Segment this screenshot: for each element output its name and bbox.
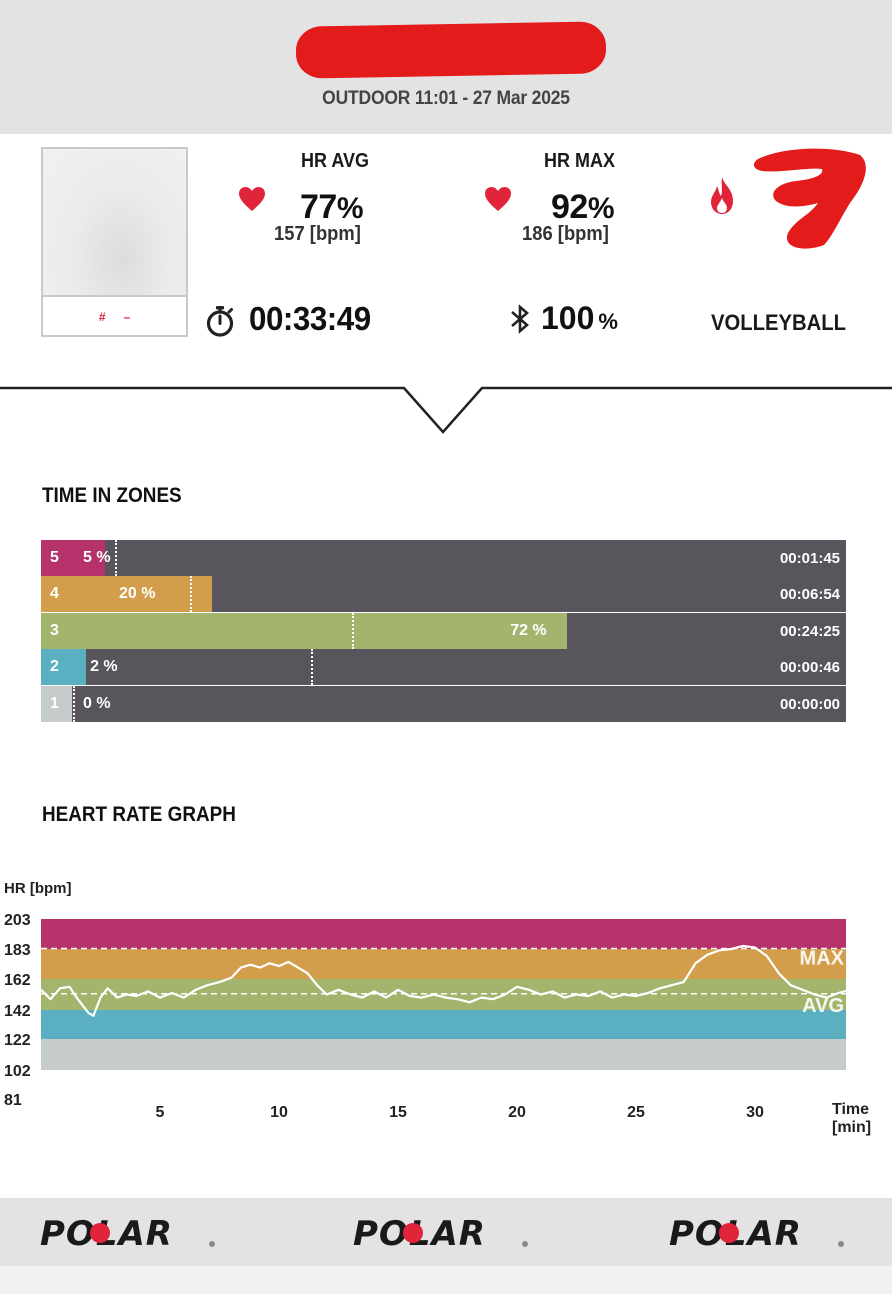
zone-target-marker	[73, 685, 76, 722]
zone-row-2: 2 2 % 00:00:46	[41, 649, 846, 686]
hr-y-tick-label: 142	[4, 1003, 31, 1020]
hr-avg-percent-value: 77	[300, 188, 337, 226]
zone-bar-fill	[41, 612, 567, 649]
hr-zone-band	[41, 1010, 846, 1039]
hr-avg-label: HR AVG	[301, 150, 370, 172]
sensor-battery-unit: %	[598, 309, 618, 334]
hr-max-percent: 92%	[551, 188, 615, 227]
zone-percent: 5 %	[83, 549, 111, 566]
redacted-user-name	[295, 21, 607, 79]
zone-time: 00:06:54	[779, 586, 840, 604]
duration-value: 00:33:49	[249, 300, 371, 337]
zone-row-4: 4 20 % 00:06:54	[41, 576, 846, 613]
hr-max-percent-unit: %	[587, 192, 615, 225]
zone-number: 1	[50, 694, 59, 712]
stopwatch-icon	[206, 306, 234, 337]
hr-max-percent-value: 92	[551, 188, 588, 226]
bluetooth-icon	[511, 304, 529, 334]
zone-bar-fill	[41, 685, 72, 722]
zone-bar-fill	[41, 540, 106, 576]
hr-x-unit-time: Time	[832, 1101, 869, 1118]
hr-avg-bpm: 157 [bpm]	[274, 223, 361, 245]
user-id-dash: –	[123, 310, 131, 324]
polar-logo: POLAR	[353, 1214, 528, 1254]
hr-graph-canvas: MAX AVG 81 102 122 142 162 183 203 5 10 15 20 25 30 Tim…	[4, 912, 871, 1136]
heart-icon	[239, 187, 265, 211]
hr-y-tick-label: 81	[4, 1092, 22, 1109]
sport-name: VOLLEYBALL	[711, 310, 846, 335]
hr-max-label: MAX	[800, 948, 845, 970]
section-divider	[0, 386, 892, 434]
heart-rate-graph: HR [bpm] MAX AVG 81 102 122 142 162 183 203 5 10 15…	[0, 870, 892, 1150]
polar-logo: POLAR	[669, 1214, 844, 1254]
zone-bar-fill	[41, 649, 87, 686]
hr-x-tick-label: 30	[746, 1104, 764, 1121]
zone-target-marker	[310, 649, 313, 686]
session-title: OUTDOOR 11:01 - 27 Mar 2025	[322, 88, 570, 109]
zone-row-3: 3 72 % 00:24:25	[41, 612, 846, 649]
hr-zone-band	[41, 949, 846, 979]
zone-number: 3	[50, 621, 59, 639]
footer-strip	[0, 1266, 892, 1294]
user-id-hash: #	[98, 310, 106, 324]
hr-axis-unit: HR [bpm]	[4, 880, 72, 897]
hr-y-tick-label: 102	[4, 1063, 31, 1080]
hr-x-tick-label: 25	[627, 1104, 645, 1121]
hr-x-unit-min: [min]	[832, 1119, 871, 1136]
hr-x-tick-label: 5	[156, 1104, 165, 1121]
zone-target-marker	[115, 540, 118, 576]
zone-number: 5	[50, 549, 59, 566]
zone-time: 00:24:25	[779, 622, 840, 640]
polar-logo: POLAR	[40, 1214, 215, 1254]
zone-target-marker	[189, 576, 192, 613]
zone-percent: 20 %	[119, 585, 156, 603]
zone-percent: 2 %	[90, 658, 118, 676]
hr-y-tick-label: 203	[4, 912, 31, 929]
hr-avg-label: AVG	[802, 995, 844, 1017]
hr-y-tick-label: 162	[4, 972, 31, 989]
zone-target-marker	[351, 612, 354, 649]
redacted-calories	[753, 148, 866, 249]
sensor-battery: 100%	[541, 300, 618, 337]
zone-percent: 0 %	[83, 694, 111, 712]
zone-number: 4	[50, 585, 59, 603]
zone-time: 00:01:45	[779, 550, 840, 567]
hr-series-line	[40, 944, 851, 1017]
heart-rate-graph-title: HEART RATE GRAPH	[42, 803, 236, 826]
flame-icon	[711, 177, 733, 214]
hr-x-tick-label: 15	[389, 1104, 407, 1121]
hr-max-label: HR MAX	[544, 150, 616, 172]
zone-time: 00:00:46	[779, 659, 840, 677]
zone-row-1: 1 0 % 00:00:00	[41, 685, 846, 722]
hr-zone-band	[41, 919, 846, 949]
time-in-zones-title: TIME IN ZONES	[42, 484, 182, 507]
zone-row-5: 5 5 % 00:01:45	[41, 540, 846, 576]
hr-avg-percent-unit: %	[336, 192, 364, 225]
hr-x-tick-label: 10	[270, 1104, 288, 1121]
hr-max-bpm: 186 [bpm]	[522, 223, 609, 245]
avatar: # –	[41, 147, 188, 337]
hr-zone-band	[41, 1039, 846, 1070]
sensor-battery-value: 100	[541, 300, 595, 336]
hr-y-tick-label: 122	[4, 1032, 31, 1049]
heart-icon	[485, 187, 511, 211]
hr-y-tick-label: 183	[4, 942, 31, 959]
avatar-image	[43, 149, 186, 297]
hr-x-tick-label: 20	[508, 1104, 526, 1121]
zone-bar-fill	[41, 576, 212, 613]
avatar-meta: # –	[43, 299, 186, 335]
zone-number: 2	[50, 658, 59, 676]
hr-avg-percent: 77%	[300, 188, 364, 227]
zone-time: 00:00:00	[779, 695, 840, 713]
zone-percent: 72 %	[510, 621, 547, 639]
